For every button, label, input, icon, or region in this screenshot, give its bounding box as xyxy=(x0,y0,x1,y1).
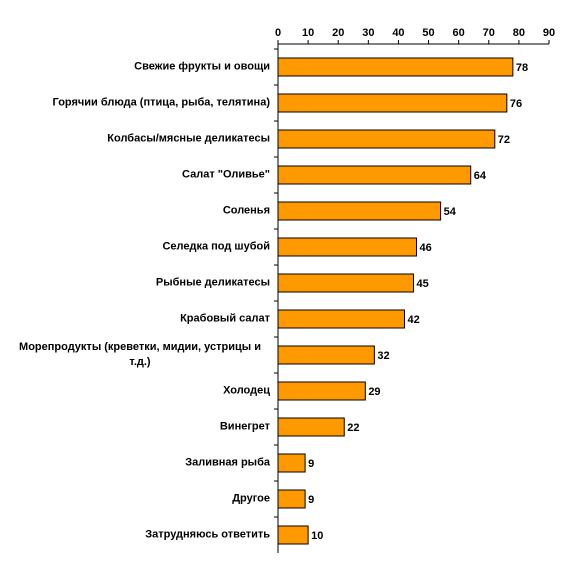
x-tick-label: 50 xyxy=(422,27,434,39)
x-tick-label: 30 xyxy=(362,27,374,39)
bar xyxy=(277,489,306,509)
bar xyxy=(277,93,508,113)
x-tick-label: 20 xyxy=(332,27,344,39)
y-tick-label-box: Селедка под шубой xyxy=(10,240,270,255)
y-tick-label-box: Заливная рыба xyxy=(10,456,270,471)
y-tick-label-box: Горячии блюда (птица, рыба, телятина) xyxy=(10,96,271,111)
value-label: 22 xyxy=(347,422,359,434)
bar xyxy=(277,237,418,257)
bar xyxy=(277,417,345,437)
bar xyxy=(277,57,514,77)
y-tick-label-box: Колбасы/мясные деликатесы xyxy=(10,132,270,147)
value-label: 78 xyxy=(516,62,528,74)
y-tick-label: Рыбные деликатесы xyxy=(155,276,270,289)
y-tick-label-box: Другое xyxy=(10,492,270,507)
value-label: 42 xyxy=(407,314,419,326)
value-label: 32 xyxy=(377,350,389,362)
y-tick-label-box: Соленья xyxy=(10,204,270,219)
bar xyxy=(277,273,414,293)
bar xyxy=(277,453,306,473)
x-tick-label: 60 xyxy=(453,27,465,39)
bar xyxy=(277,381,366,401)
y-tick-label: Затрудняюсь ответить xyxy=(145,528,270,541)
y-tick-label: Холодец xyxy=(223,384,270,397)
y-tick-label-box: Рыбные деликатесы xyxy=(10,276,270,291)
y-tick-label: Колбасы/мясные деликатесы xyxy=(107,132,270,145)
y-tick-label: Заливная рыба xyxy=(185,456,270,469)
y-tick-label: Другое xyxy=(232,492,270,505)
bar xyxy=(277,525,309,545)
y-tick-label: Свежие фрукты и овощи xyxy=(134,60,270,73)
y-tick-label-box: Свежие фрукты и овощи xyxy=(10,60,270,75)
bar xyxy=(277,345,375,365)
y-tick-label: Морепродукты (креветки, мидии, устрицы и… xyxy=(19,341,261,368)
value-label: 46 xyxy=(420,242,432,254)
y-tick-label-box: Морепродукты (креветки, мидии, устрицы и… xyxy=(10,340,270,370)
x-tick-label: 40 xyxy=(392,27,404,39)
value-label: 54 xyxy=(444,206,457,218)
y-tick-label: Салат "Оливье" xyxy=(182,168,270,181)
y-tick-label-box: Крабовый салат xyxy=(10,312,270,327)
x-tick-label: 90 xyxy=(543,27,555,39)
y-tick-label-box: Затрудняюсь ответить xyxy=(10,528,270,543)
value-label: 29 xyxy=(368,386,380,398)
x-tick-label: 80 xyxy=(513,27,525,39)
y-tick-label: Винегрет xyxy=(219,420,270,433)
y-tick-label-box: Холодец xyxy=(10,384,270,399)
y-tick-label: Горячии блюда (птица, рыба, телятина) xyxy=(52,96,271,109)
bar xyxy=(277,309,405,329)
value-label: 9 xyxy=(308,458,314,470)
y-tick-label: Соленья xyxy=(222,204,270,217)
value-label: 72 xyxy=(498,134,510,146)
bar xyxy=(277,201,442,221)
y-tick-label: Крабовый салат xyxy=(180,312,270,325)
bar xyxy=(277,165,472,185)
value-label: 10 xyxy=(311,530,323,542)
y-tick-label-box: Винегрет xyxy=(10,420,270,435)
value-label: 9 xyxy=(308,494,314,506)
x-tick-label: 70 xyxy=(483,27,495,39)
value-label: 45 xyxy=(417,278,429,290)
bar xyxy=(277,129,496,149)
value-label: 76 xyxy=(510,98,522,110)
y-tick-label-box: Салат "Оливье" xyxy=(10,168,270,183)
y-tick-label: Селедка под шубой xyxy=(162,240,270,253)
value-label: 64 xyxy=(474,170,487,182)
x-tick-label: 10 xyxy=(302,27,314,39)
x-tick-label: 0 xyxy=(275,27,281,39)
